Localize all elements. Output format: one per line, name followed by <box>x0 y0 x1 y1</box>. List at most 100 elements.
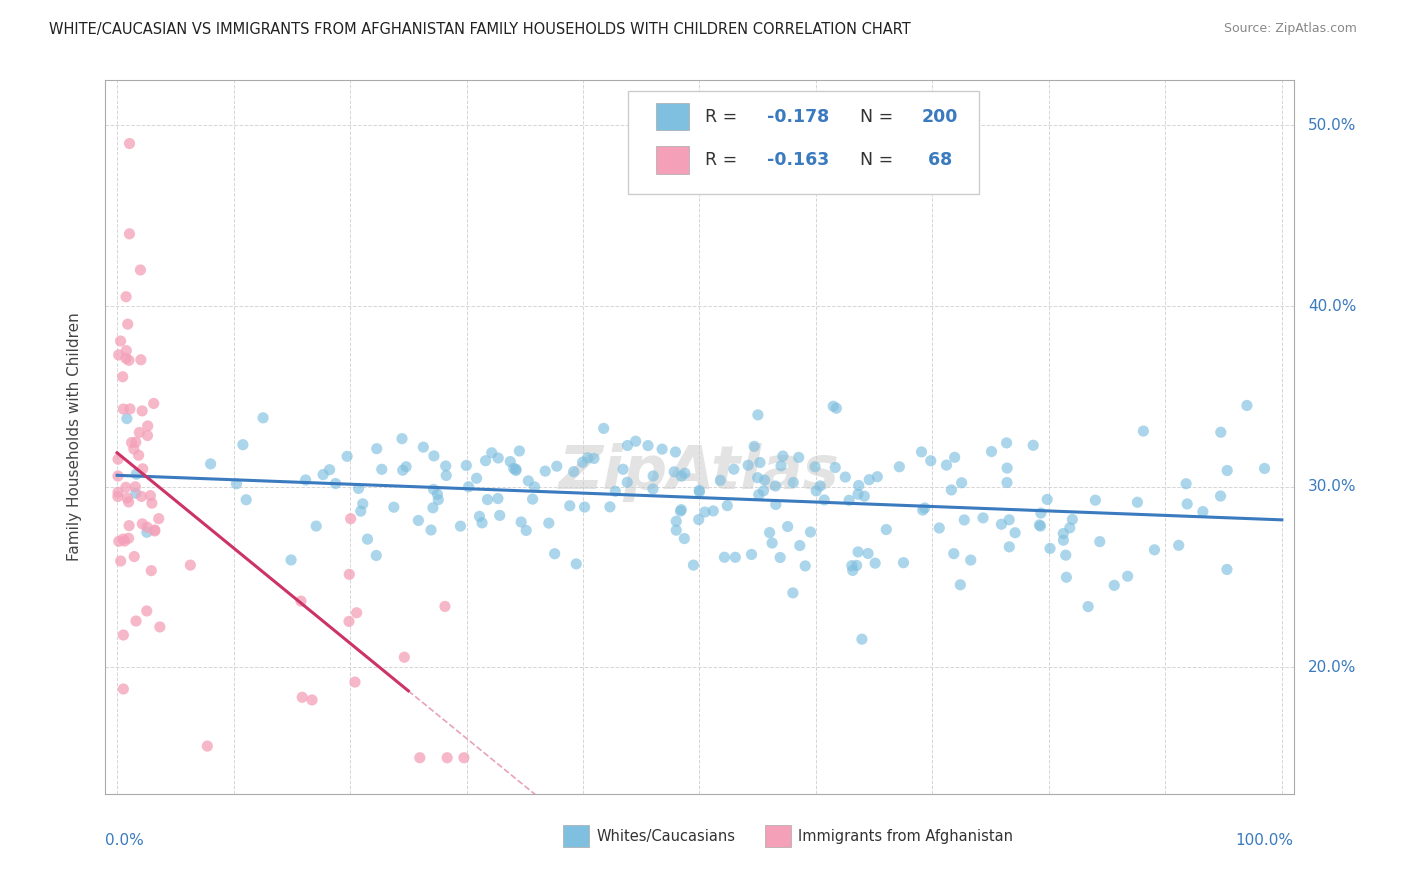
Point <box>825 401 848 416</box>
Point <box>111 369 134 384</box>
Point <box>671 469 693 483</box>
Point <box>565 557 588 571</box>
Point <box>1126 495 1149 509</box>
Text: N =: N = <box>860 151 898 169</box>
Point <box>911 503 934 517</box>
Point <box>863 556 886 570</box>
Point <box>179 558 201 573</box>
Text: Immigrants from Afghanistan: Immigrants from Afghanistan <box>799 830 1014 844</box>
Point <box>337 567 360 582</box>
Point <box>737 458 759 473</box>
Text: 40.0%: 40.0% <box>1308 299 1357 314</box>
Point <box>709 473 731 487</box>
Point <box>858 473 880 487</box>
Point <box>769 458 792 473</box>
Point <box>576 450 599 465</box>
Point <box>1077 599 1099 614</box>
Text: Whites/Caucasians: Whites/Caucasians <box>596 830 735 844</box>
Point <box>350 504 373 518</box>
Point <box>477 492 499 507</box>
Point <box>592 421 614 435</box>
Point <box>688 512 710 526</box>
Point <box>562 465 585 479</box>
Point <box>669 504 692 518</box>
Point <box>131 490 153 504</box>
Point <box>998 540 1021 554</box>
Point <box>409 750 432 764</box>
Point <box>427 492 450 507</box>
Text: 30.0%: 30.0% <box>1308 479 1357 494</box>
Point <box>453 750 475 764</box>
Point <box>808 479 831 493</box>
Point <box>782 475 804 490</box>
Point <box>856 546 879 560</box>
Text: 0.0%: 0.0% <box>105 833 145 848</box>
Point <box>195 739 218 753</box>
Point <box>312 467 335 482</box>
Point <box>713 550 735 565</box>
Point <box>336 450 359 464</box>
Point <box>804 459 827 474</box>
Point <box>325 476 347 491</box>
Text: 68: 68 <box>922 151 952 169</box>
Point <box>356 532 378 546</box>
Point <box>117 531 139 545</box>
Point <box>1236 399 1258 413</box>
Point <box>1084 493 1107 508</box>
Point <box>232 438 254 452</box>
Point <box>716 499 738 513</box>
Point <box>942 547 965 561</box>
Point <box>1175 476 1198 491</box>
Point <box>136 428 159 442</box>
Y-axis label: Family Households with Children: Family Households with Children <box>67 313 82 561</box>
Point <box>486 491 509 506</box>
Point <box>426 487 449 501</box>
Text: 100.0%: 100.0% <box>1236 833 1294 848</box>
Point <box>343 675 366 690</box>
Point <box>953 513 976 527</box>
Point <box>914 500 936 515</box>
Point <box>107 469 129 483</box>
Point <box>1029 506 1052 520</box>
Point <box>420 523 443 537</box>
Point <box>748 488 770 502</box>
Point <box>949 578 972 592</box>
Point <box>1088 534 1111 549</box>
Text: R =: R = <box>706 151 744 169</box>
Point <box>1175 497 1198 511</box>
Point <box>980 444 1002 458</box>
Text: -0.178: -0.178 <box>768 108 830 126</box>
Point <box>1102 578 1125 592</box>
Point <box>752 483 775 498</box>
Text: 50.0%: 50.0% <box>1308 118 1357 133</box>
Point <box>115 351 138 366</box>
Point <box>371 462 394 476</box>
Point <box>422 500 444 515</box>
Point <box>688 483 710 498</box>
Text: WHITE/CAUCASIAN VS IMMIGRANTS FROM AFGHANISTAN FAMILY HOUSEHOLDS WITH CHILDREN C: WHITE/CAUCASIAN VS IMMIGRANTS FROM AFGHA… <box>49 22 911 37</box>
Point <box>846 487 869 501</box>
Point <box>508 444 530 458</box>
Point <box>395 459 418 474</box>
Point <box>1004 525 1026 540</box>
Point <box>517 474 540 488</box>
Point <box>394 650 416 665</box>
Point <box>107 534 129 549</box>
Text: 200: 200 <box>922 108 957 126</box>
Point <box>643 469 665 483</box>
Point <box>235 492 257 507</box>
Point <box>337 615 360 629</box>
Point <box>423 449 446 463</box>
Point <box>851 632 873 647</box>
Point <box>149 620 172 634</box>
Point <box>866 469 889 483</box>
Point <box>110 554 132 568</box>
Point <box>1062 512 1084 526</box>
Point <box>748 456 770 470</box>
Point <box>347 482 370 496</box>
Point <box>747 471 769 485</box>
Point <box>122 442 145 456</box>
Point <box>412 440 434 454</box>
Point <box>115 491 138 505</box>
Point <box>135 604 157 618</box>
